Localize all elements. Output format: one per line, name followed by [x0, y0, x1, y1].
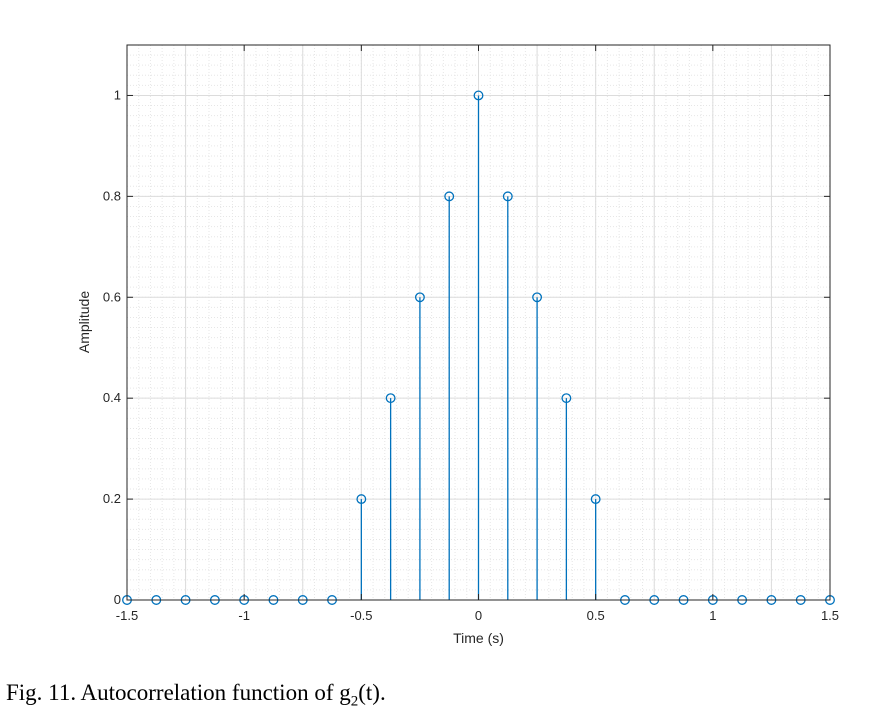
- x-tick-label: 0: [475, 608, 482, 623]
- y-tick-label: 0.2: [103, 491, 121, 506]
- axis-ticks: [126, 45, 831, 601]
- stem-marker: [356, 494, 367, 505]
- x-tick-label: -1.5: [116, 608, 138, 623]
- y-axis-label: Amplitude: [76, 291, 92, 353]
- stem-marker: [473, 90, 484, 101]
- stem-marker: [444, 191, 455, 202]
- caption-prefix: Fig. 11. Autocorrelation function of g: [6, 680, 351, 705]
- caption-suffix: (t).: [358, 680, 386, 705]
- stem-marker: [502, 191, 513, 202]
- stem-marker: [532, 292, 543, 303]
- x-tick-label: -1: [238, 608, 250, 623]
- figure-caption: Fig. 11. Autocorrelation function of g2(…: [6, 680, 386, 711]
- stem-marker: [385, 393, 396, 404]
- stem-marker: [414, 292, 425, 303]
- caption-subscript: 2: [350, 693, 359, 710]
- stem-plot: -1.5 -1 -0.5 0 0.5 1 1.5 0 0.2 0.4 0.6 0.8 1 Time (…: [76, 44, 839, 646]
- y-tick-label: 0.6: [103, 289, 121, 304]
- x-tick-label: -0.5: [350, 608, 372, 623]
- stem-marker: [561, 393, 572, 404]
- x-tick-labels: -1.5 -1 -0.5 0 0.5 1 1.5: [116, 608, 839, 623]
- y-tick-label: 0.8: [103, 188, 121, 203]
- x-axis-label: Time (s): [453, 630, 504, 646]
- y-tick-label: 1: [114, 87, 121, 102]
- stems: [122, 90, 835, 605]
- stem-marker: [590, 494, 601, 505]
- y-tick-label: 0.4: [103, 390, 121, 405]
- x-tick-label: 1: [709, 608, 716, 623]
- y-tick-label: 0: [114, 592, 121, 607]
- x-tick-label: 0.5: [587, 608, 605, 623]
- y-tick-labels: 0 0.2 0.4 0.6 0.8 1: [103, 87, 121, 607]
- x-tick-label: 1.5: [821, 608, 839, 623]
